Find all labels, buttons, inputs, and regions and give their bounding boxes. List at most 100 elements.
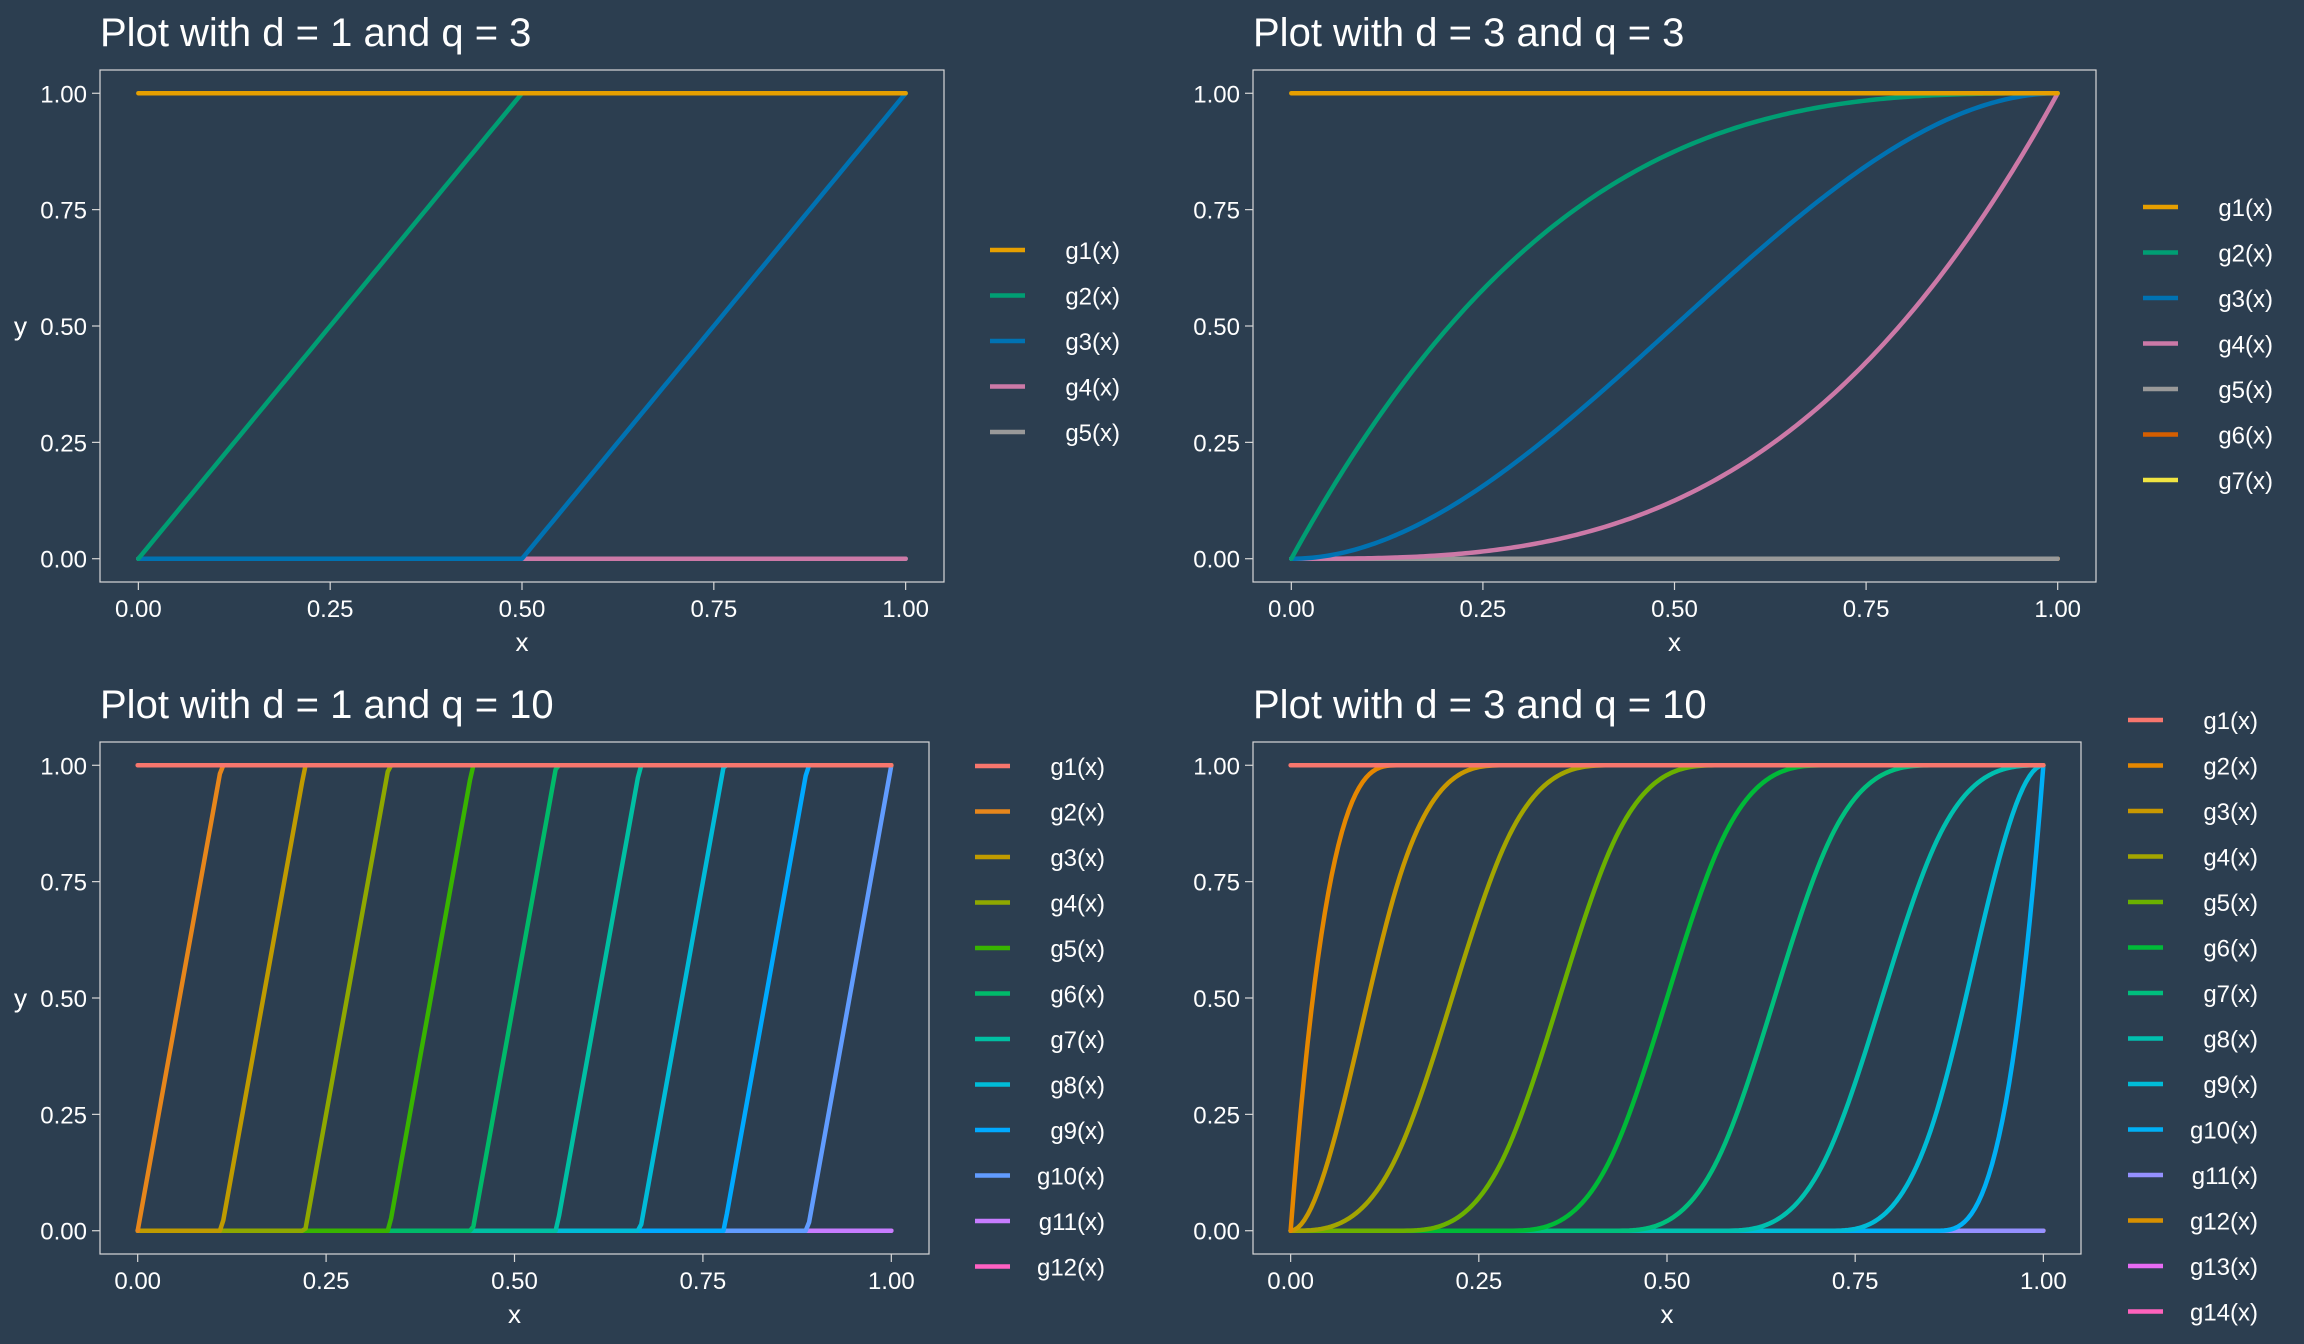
legend-label: g12(x): [1037, 1255, 1105, 1282]
y-tick-label: 0.00: [1193, 547, 1240, 574]
x-axis-label: x: [1661, 1299, 1674, 1329]
series-lines: [136, 91, 908, 561]
x-tick-label: 1.00: [2034, 596, 2081, 623]
y-tick-label: 0.00: [40, 1219, 87, 1246]
legend-label: g11(x): [2192, 1163, 2258, 1190]
chart-panel-3: Plot with d = 1 and q = 10 0.00 0.25 0.50 0.…: [14, 683, 1105, 1329]
x-tick-label: 0.50: [1644, 1268, 1691, 1295]
chart-title: Plot with d = 1 and q = 10: [100, 683, 554, 727]
legend: g1(x) g2(x) g3(x) g4(x) g5(x) g6(x) g7(x): [2143, 195, 2273, 495]
x-tick-label: 0.25: [1455, 1268, 1502, 1295]
legend-label: g3(x): [2203, 799, 2258, 826]
series-lines: [1288, 763, 2046, 1233]
legend-label: g1(x): [1065, 238, 1120, 265]
y-axis-label: y: [14, 983, 27, 1013]
legend-label: g4(x): [1050, 891, 1105, 918]
x-tick-label: 0.25: [307, 596, 354, 623]
y-tick-label: 1.00: [1193, 753, 1240, 780]
x-tick-label: 0.50: [499, 596, 546, 623]
series-lines: [1289, 91, 2060, 561]
legend-label: g7(x): [2218, 468, 2273, 495]
x-tick-label: 1.00: [868, 1268, 915, 1295]
y-tick-label: 0.00: [40, 547, 87, 574]
y-tick-label: 1.00: [1193, 81, 1240, 108]
legend-label: g1(x): [1050, 754, 1105, 781]
legend-label: g4(x): [2218, 332, 2273, 359]
legend-label: g3(x): [1065, 329, 1120, 356]
legend-label: g5(x): [2218, 377, 2273, 404]
x-tick-label: 0.75: [1843, 596, 1890, 623]
y-tick-label: 0.00: [1193, 1219, 1240, 1246]
legend-label: g10(x): [2190, 1118, 2258, 1145]
legend-label: g4(x): [2203, 845, 2258, 872]
series-line-3: [1289, 91, 2060, 561]
y-tick-label: 0.50: [1193, 314, 1240, 341]
y-tick-label: 0.50: [40, 314, 87, 341]
x-tick-label: 0.50: [1651, 596, 1698, 623]
legend-label: g4(x): [1065, 375, 1120, 402]
x-tick-label: 0.75: [690, 596, 737, 623]
series-line-2: [136, 91, 908, 561]
legend-label: g5(x): [1065, 420, 1120, 447]
y-tick-label: 1.00: [40, 81, 87, 108]
legend-label: g3(x): [1050, 845, 1105, 872]
legend-label: g6(x): [1050, 982, 1105, 1009]
x-tick-label: 0.25: [1460, 596, 1507, 623]
legend-label: g2(x): [2218, 241, 2273, 268]
chart-panel-4: Plot with d = 3 and q = 10 0.00 0.25 0.50 0.…: [14, 683, 2258, 1329]
y-tick-label: 0.50: [1193, 986, 1240, 1013]
legend-label: g13(x): [2190, 1254, 2258, 1281]
legend-label: g10(x): [1037, 1164, 1105, 1191]
x-tick-label: 0.25: [303, 1268, 350, 1295]
legend: g1(x) g2(x) g3(x) g4(x) g5(x) g6(x) g7(x) g8(x)…: [975, 754, 1105, 1282]
legend-label: g5(x): [1050, 936, 1105, 963]
x-tick-label: 1.00: [2020, 1268, 2067, 1295]
legend-label: g8(x): [1050, 1073, 1105, 1100]
x-axis-label: x: [516, 627, 529, 657]
legend-label: g2(x): [2203, 754, 2258, 781]
y-axis-label: y: [14, 311, 27, 341]
legend: g1(x) g2(x) g3(x) g4(x) g5(x) g6(x) g7(x) g8(x)…: [2128, 708, 2258, 1327]
legend-label: g7(x): [2203, 981, 2258, 1008]
x-tick-label: 0.75: [680, 1268, 727, 1295]
legend-label: g9(x): [1050, 1118, 1105, 1145]
chart-title: Plot with d = 1 and q = 3: [100, 11, 531, 55]
y-tick-label: 1.00: [40, 753, 87, 780]
chart-title: Plot with d = 3 and q = 3: [1253, 11, 1684, 55]
legend-label: g5(x): [2203, 890, 2258, 917]
y-tick-label: 0.50: [40, 986, 87, 1013]
legend-label: g9(x): [2203, 1072, 2258, 1099]
y-tick-label: 0.75: [40, 198, 87, 225]
y-axis-label: y: [14, 983, 27, 1013]
x-tick-label: 0.75: [1832, 1268, 1879, 1295]
y-tick-label: 0.25: [1193, 430, 1240, 457]
y-tick-label: 0.25: [40, 430, 87, 457]
chart-panel-2: Plot with d = 3 and q = 3 0.00 0.25 0.50 0.7…: [14, 11, 2273, 657]
legend-label: g1(x): [2203, 708, 2258, 735]
y-tick-label: 0.75: [1193, 198, 1240, 225]
chart-panel-1: Plot with d = 1 and q = 3 0.00 0.25 0.50 0.7…: [14, 11, 1120, 657]
legend-label: g3(x): [2218, 286, 2273, 313]
legend-label: g1(x): [2218, 195, 2273, 222]
legend-label: g7(x): [1050, 1027, 1105, 1054]
y-tick-label: 0.75: [40, 870, 87, 897]
y-tick-label: 0.25: [40, 1102, 87, 1129]
x-tick-label: 0.00: [1267, 1268, 1314, 1295]
y-axis-label: y: [14, 311, 27, 341]
legend-label: g11(x): [1039, 1209, 1105, 1236]
series-line-3: [136, 91, 908, 561]
x-tick-label: 0.00: [1268, 596, 1315, 623]
legend-label: g8(x): [2203, 1027, 2258, 1054]
series-line-6: [1288, 763, 2046, 1233]
y-tick-label: 0.75: [1193, 870, 1240, 897]
x-tick-label: 1.00: [882, 596, 929, 623]
legend-label: g2(x): [1050, 800, 1105, 827]
legend-label: g14(x): [2190, 1300, 2258, 1327]
x-tick-label: 0.50: [491, 1268, 538, 1295]
x-axis-label: x: [1668, 627, 1681, 657]
series-lines: [135, 763, 894, 1233]
series-line-6: [135, 763, 894, 1233]
x-tick-label: 0.00: [115, 596, 162, 623]
legend: g1(x) g2(x) g3(x) g4(x) g5(x): [990, 238, 1120, 447]
legend-label: g6(x): [2203, 936, 2258, 963]
